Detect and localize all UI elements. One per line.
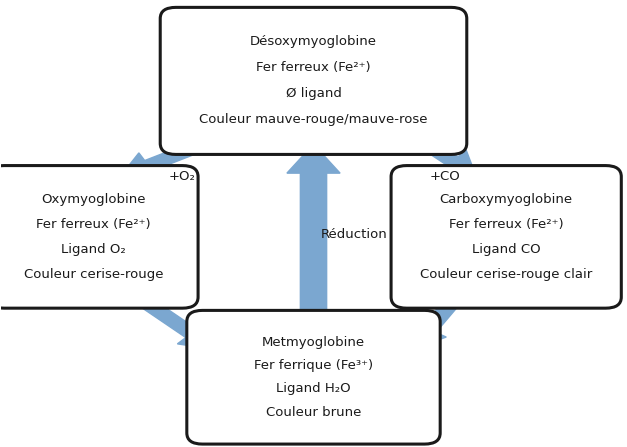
FancyBboxPatch shape [161, 8, 466, 154]
FancyArrow shape [411, 294, 463, 350]
Text: Fer ferreux (Fe²⁺): Fer ferreux (Fe²⁺) [36, 218, 150, 231]
Text: Oxymyoglobine: Oxymyoglobine [41, 193, 145, 206]
Text: Metmyoglobine: Metmyoglobine [262, 336, 365, 349]
FancyBboxPatch shape [0, 165, 198, 308]
Text: Couleur brune: Couleur brune [266, 405, 361, 418]
FancyArrow shape [427, 143, 477, 177]
FancyBboxPatch shape [391, 165, 621, 308]
Text: Ø ligand: Ø ligand [285, 88, 342, 101]
FancyArrow shape [120, 143, 199, 178]
FancyArrow shape [287, 144, 340, 320]
Text: Ligand H₂O: Ligand H₂O [276, 382, 351, 395]
FancyBboxPatch shape [187, 310, 440, 444]
Text: Couleur cerise-rouge: Couleur cerise-rouge [24, 268, 163, 281]
Text: Désoxymyoglobine: Désoxymyoglobine [250, 35, 377, 48]
Text: Fer ferreux (Fe²⁺): Fer ferreux (Fe²⁺) [256, 61, 371, 74]
Text: Couleur mauve-rouge/mauve-rose: Couleur mauve-rouge/mauve-rose [199, 114, 428, 127]
Text: Ligand CO: Ligand CO [472, 243, 540, 256]
Text: Ligand O₂: Ligand O₂ [61, 243, 125, 256]
Text: Fer ferreux (Fe²⁺): Fer ferreux (Fe²⁺) [449, 218, 564, 231]
Text: Carboxymyoglobine: Carboxymyoglobine [440, 193, 572, 206]
Text: Réduction: Réduction [321, 228, 387, 241]
Text: Couleur cerise-rouge clair: Couleur cerise-rouge clair [420, 268, 593, 281]
Text: +O₂: +O₂ [169, 170, 196, 183]
FancyArrow shape [132, 293, 215, 350]
Text: Fer ferrique (Fe³⁺): Fer ferrique (Fe³⁺) [254, 359, 373, 372]
Text: +CO: +CO [429, 170, 460, 183]
